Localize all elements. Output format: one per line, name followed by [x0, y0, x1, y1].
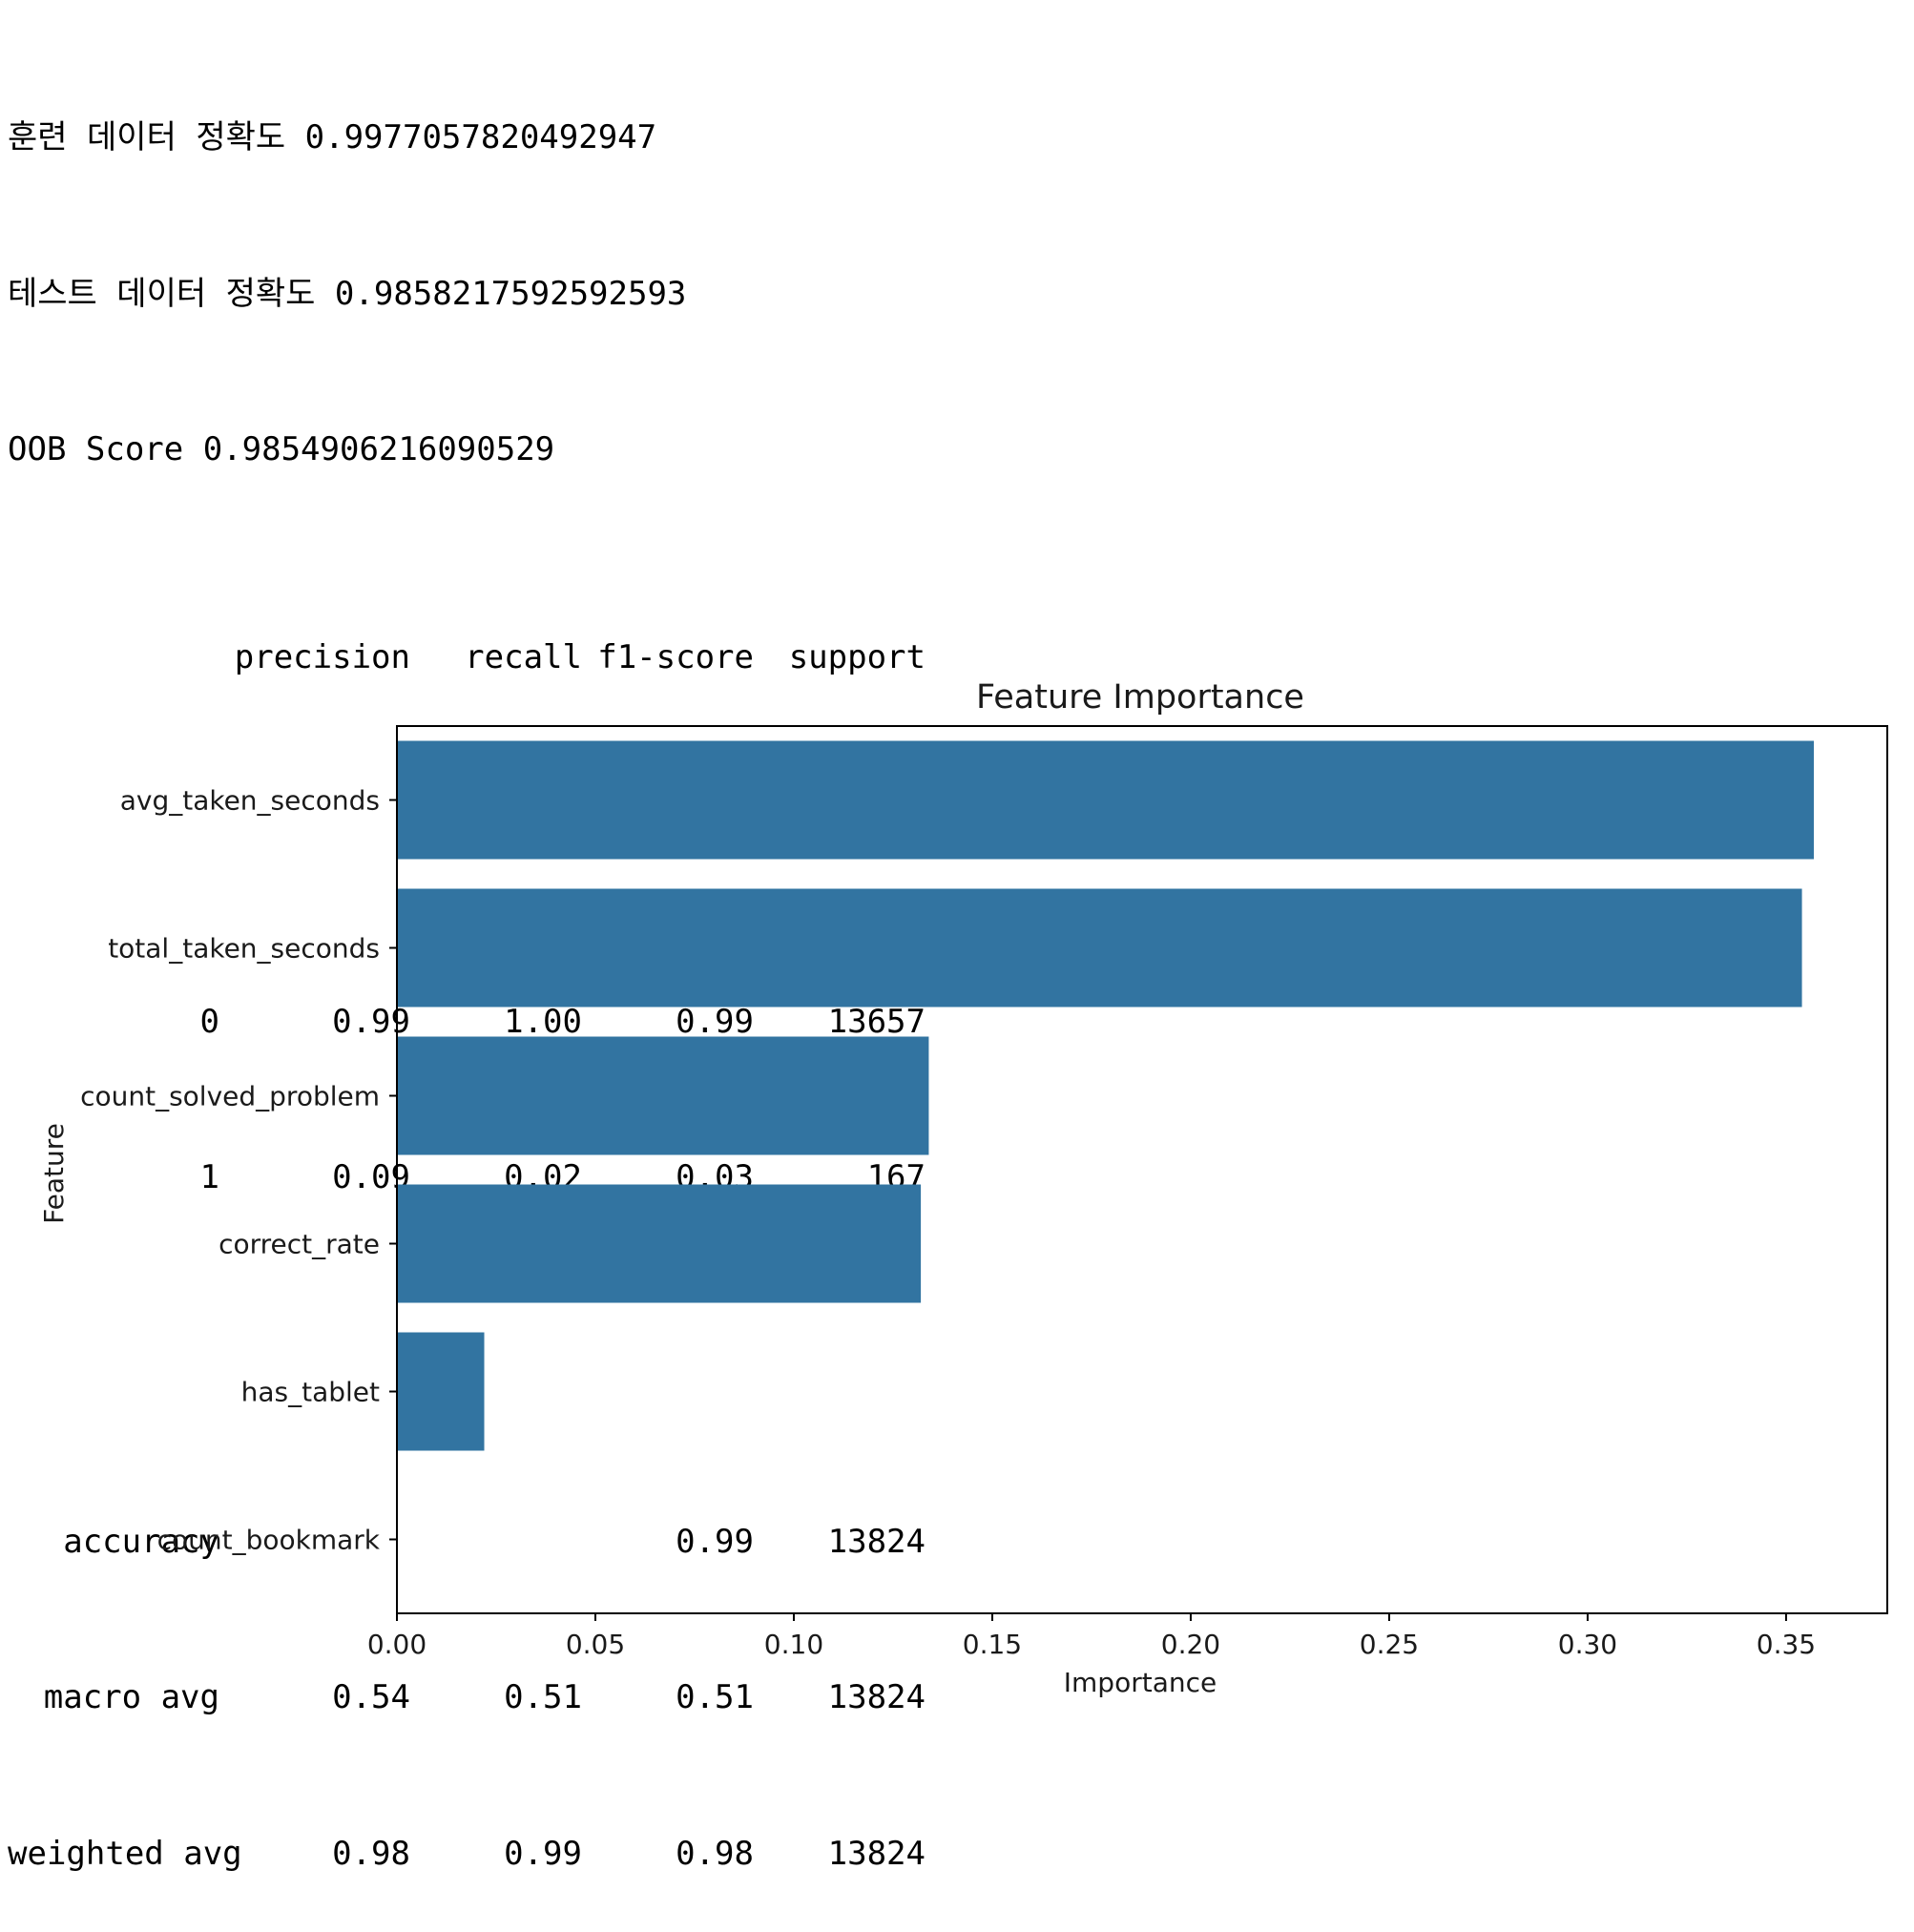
- train-accuracy-line: 훈련 데이터 정확도 0.9977057820492947: [8, 118, 657, 156]
- x-tick-label: 0.05: [566, 1629, 625, 1660]
- console-output: 훈련 데이터 정확도 0.9977057820492947 테스트 데이터 정확…: [8, 8, 926, 1932]
- x-tick-label: 0.35: [1757, 1629, 1816, 1660]
- report-cell: macro avg: [43, 1678, 219, 1716]
- y-tick-label: avg_taken_seconds: [120, 785, 380, 817]
- bar-correct-rate: [397, 1184, 922, 1303]
- bar-count-solved-problem: [397, 1036, 929, 1155]
- report-cell: 0.51: [504, 1678, 582, 1716]
- report-cell: 13824: [827, 1834, 926, 1873]
- y-tick-label: total_taken_seconds: [108, 933, 380, 965]
- report-row-macro-avg: macro avg 0.54 0.51 0.51 13824: [8, 1672, 926, 1724]
- report-cell: 13824: [827, 1522, 926, 1561]
- y-tick-label: count_bookmark: [157, 1525, 381, 1556]
- bar-has-tablet: [397, 1332, 485, 1451]
- feature-importance-chart: Feature Importance avg_taken_secondstota…: [38, 678, 1888, 1698]
- report-cell: weighted avg: [8, 1834, 242, 1873]
- y-tick-label: has_tablet: [241, 1377, 380, 1408]
- report-cell: 0.98: [332, 1834, 410, 1873]
- report-cell: accuracy: [63, 1522, 219, 1561]
- x-tick-label: 0.20: [1161, 1629, 1220, 1660]
- oob-score-line: OOB Score 0.9854906216090529: [8, 430, 555, 468]
- report-cell: 13657: [827, 1002, 926, 1041]
- report-header-cell: precision: [234, 638, 410, 676]
- report-cell: 0.51: [676, 1678, 754, 1716]
- report-row-weighted-avg: weighted avg 0.98 0.99 0.98 13824: [8, 1828, 926, 1880]
- x-tick-label: 0.10: [764, 1629, 823, 1660]
- report-header-cell: recall: [465, 638, 582, 676]
- bar-avg-taken-seconds: [397, 740, 1815, 860]
- y-tick-label: correct_rate: [218, 1229, 380, 1260]
- y-axis: avg_taken_seconds total_taken_secondscoun…: [80, 785, 397, 1556]
- x-axis: 0.00 0.05 0.10 0.15 0.20 0.25 0.30 0.35: [367, 1613, 1816, 1660]
- report-row-accuracy: accuracy 0.99 13824: [8, 1516, 926, 1568]
- x-axis-label: Importance: [1064, 1667, 1217, 1698]
- y-axis-label: Feature: [38, 1123, 70, 1224]
- report-cell: 0: [199, 1002, 219, 1041]
- report-cell: 0.54: [332, 1678, 410, 1716]
- plot-frame: [396, 725, 1888, 1614]
- report-header-row: precision recall f1-score support: [8, 632, 926, 684]
- bar-total-taken-seconds: [397, 888, 1802, 1008]
- report-cell: 0.99: [676, 1002, 754, 1041]
- x-tick-label: 0.15: [963, 1629, 1022, 1660]
- report-cell: 0.99: [504, 1834, 582, 1873]
- report-cell: 0.99: [676, 1522, 754, 1561]
- x-tick-label: 0.30: [1558, 1629, 1617, 1660]
- report-cell: 13824: [827, 1678, 926, 1716]
- report-cell: 0.98: [676, 1834, 754, 1873]
- report-header-cell: support: [788, 638, 926, 676]
- y-tick-label: count_solved_problem: [80, 1081, 380, 1112]
- x-tick-label: 0.25: [1360, 1629, 1419, 1660]
- test-accuracy-line: 테스트 데이터 정확도 0.9858217592592593: [8, 274, 687, 313]
- report-header-cell: f1-score: [597, 638, 754, 676]
- report-cell: 1.00: [504, 1002, 582, 1041]
- bars-group: [397, 740, 1815, 1451]
- x-tick-label: 0.00: [367, 1629, 426, 1660]
- report-cell: 1: [199, 1158, 219, 1196]
- chart-title: Feature Importance: [976, 678, 1304, 717]
